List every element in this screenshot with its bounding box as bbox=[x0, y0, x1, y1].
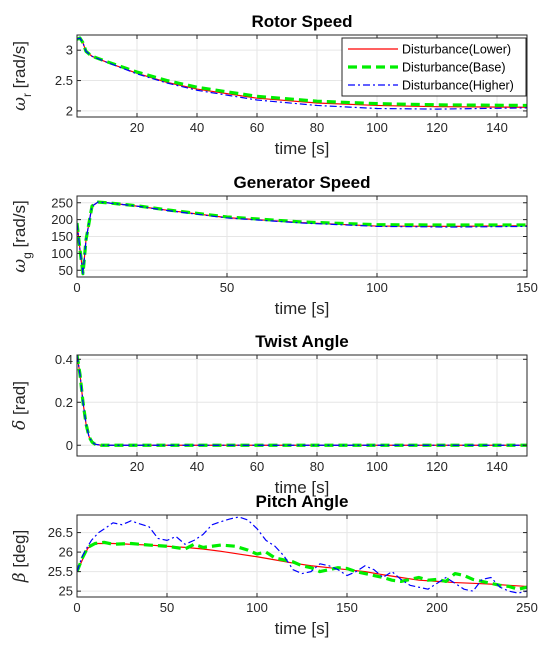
x-tick-label: 100 bbox=[246, 600, 268, 615]
chart-title: Generator Speed bbox=[234, 173, 371, 192]
y-tick-label: 100 bbox=[51, 246, 73, 261]
y-tick-label: 2.5 bbox=[55, 73, 73, 88]
y-axis-label-symbol: ω bbox=[10, 97, 30, 111]
y-axis-label-subscript: g bbox=[20, 252, 34, 259]
series-line-higher bbox=[77, 516, 527, 594]
plot-area bbox=[77, 515, 527, 597]
chart-title: Twist Angle bbox=[255, 332, 349, 351]
series-line-higher bbox=[77, 355, 527, 446]
y-tick-label: 150 bbox=[51, 229, 73, 244]
legend-box bbox=[341, 37, 527, 97]
x-tick-label: 80 bbox=[310, 120, 324, 135]
y-tick-label: 25.5 bbox=[48, 564, 73, 579]
x-tick-label: 100 bbox=[366, 120, 388, 135]
series-line-higher bbox=[77, 201, 527, 275]
x-tick-label: 120 bbox=[426, 459, 448, 474]
x-axis-label: time [s] bbox=[275, 478, 330, 497]
x-axis-label: time [s] bbox=[275, 299, 330, 318]
series-line-higher bbox=[77, 37, 527, 110]
y-axis-label-subscript: r bbox=[20, 93, 34, 97]
chart-title: Pitch Angle bbox=[256, 492, 349, 511]
x-tick-label: 100 bbox=[366, 280, 388, 295]
series-line-base bbox=[77, 540, 527, 591]
panel-4: 0 50 100 150 200 250 25 25.5 26 26.5 Pitch Angle ti… bbox=[10, 492, 538, 638]
y-tick-label: 26 bbox=[59, 545, 73, 560]
x-tick-label: 140 bbox=[486, 120, 508, 135]
y-tick-label: 3 bbox=[66, 43, 73, 58]
y-tick-label: 50 bbox=[59, 263, 73, 278]
y-axis-label: ωg [rad/s] bbox=[10, 200, 34, 273]
axes-box bbox=[76, 34, 528, 118]
plot-area bbox=[77, 355, 527, 456]
axes-box bbox=[76, 514, 528, 598]
x-tick-label: 80 bbox=[310, 459, 324, 474]
x-tick-label: 150 bbox=[516, 280, 538, 295]
x-tick-label: 20 bbox=[130, 459, 144, 474]
series-line-base bbox=[77, 36, 527, 108]
x-tick-label: 200 bbox=[426, 600, 448, 615]
series-line-base bbox=[77, 355, 527, 447]
x-tick-label: 50 bbox=[220, 280, 234, 295]
x-tick-label: 40 bbox=[190, 120, 204, 135]
y-tick-label: 250 bbox=[51, 195, 73, 210]
y-tick-label: 0 bbox=[66, 438, 73, 453]
x-tick-label: 120 bbox=[426, 120, 448, 135]
x-tick-label: 250 bbox=[516, 600, 538, 615]
y-axis-label: δ [rad] bbox=[10, 381, 30, 430]
y-tick-label: 25 bbox=[59, 584, 73, 599]
x-tick-label: 150 bbox=[336, 600, 358, 615]
y-tick-label: 26.5 bbox=[48, 525, 73, 540]
x-tick-label: 0 bbox=[73, 280, 80, 295]
legend-label: Disturbance(Lower) bbox=[402, 43, 511, 57]
y-axis-label: ωr [rad/s] bbox=[10, 41, 34, 111]
x-tick-label: 100 bbox=[366, 459, 388, 474]
y-axis-label: β [deg] bbox=[10, 530, 30, 583]
y-axis-label-unit: [rad/s] bbox=[10, 41, 29, 93]
x-tick-label: 20 bbox=[130, 120, 144, 135]
axes-box bbox=[76, 354, 528, 457]
legend-label: Disturbance(Base) bbox=[402, 61, 506, 75]
x-tick-label: 60 bbox=[250, 120, 264, 135]
y-tick-label: 200 bbox=[51, 212, 73, 227]
y-axis-label-symbol: δ bbox=[10, 420, 30, 430]
chart-title: Rotor Speed bbox=[251, 12, 352, 31]
y-axis-label-symbol: β bbox=[10, 572, 30, 583]
x-axis-label: time [s] bbox=[275, 139, 330, 158]
x-tick-label: 60 bbox=[250, 459, 264, 474]
y-tick-label: 0.2 bbox=[55, 395, 73, 410]
y-tick-label: 0.4 bbox=[55, 352, 73, 367]
y-tick-label: 2 bbox=[66, 103, 73, 118]
y-axis-label-unit: [deg] bbox=[10, 530, 29, 573]
y-axis-label-unit: [rad] bbox=[10, 381, 29, 420]
panel-3: 20 40 60 80 100 120 140 0 0.2 0.4 Twist Angle time … bbox=[10, 332, 528, 497]
x-tick-label: 140 bbox=[486, 459, 508, 474]
y-axis-label-symbol: ω bbox=[10, 259, 30, 273]
panel-1: 20 40 60 80 100 120 140 2 2.5 3 Rotor Speed time [s… bbox=[10, 12, 528, 158]
y-axis-label-unit: [rad/s] bbox=[10, 200, 29, 252]
legend-label: Disturbance(Higher) bbox=[402, 79, 514, 93]
x-tick-label: 50 bbox=[160, 600, 174, 615]
x-axis-label: time [s] bbox=[275, 619, 330, 638]
legend: Disturbance(Lower) Disturbance(Base) Distu… bbox=[341, 37, 527, 97]
x-tick-label: 40 bbox=[190, 459, 204, 474]
x-tick-label: 0 bbox=[73, 600, 80, 615]
